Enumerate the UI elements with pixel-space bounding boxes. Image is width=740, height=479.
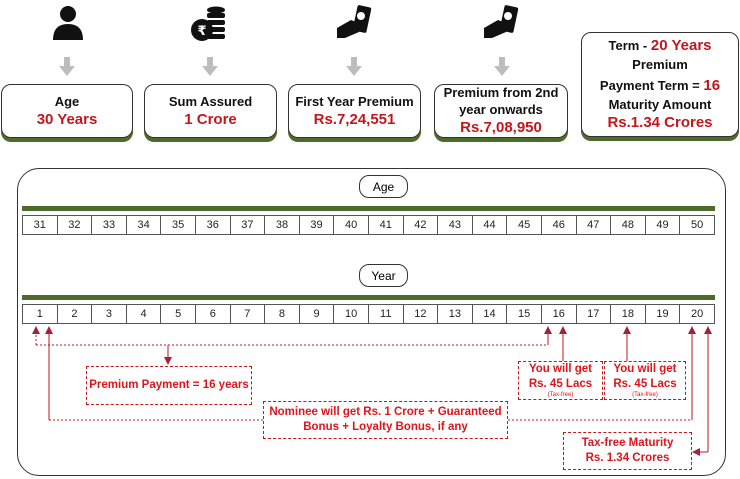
year-bar (22, 295, 715, 300)
age-cell: 45 (507, 216, 542, 234)
age-cell: 47 (577, 216, 612, 234)
timeline-panel (17, 168, 726, 476)
second-year-premium-card: Premium from 2nd year onwards Rs.7,08,95… (434, 84, 568, 138)
rupee-coins-icon: ₹ (191, 6, 225, 41)
hand-cash-icon (337, 5, 372, 38)
year-cell: 3 (92, 305, 127, 323)
down-arrow-icon (202, 57, 218, 76)
year-cell: 12 (404, 305, 439, 323)
nominee-line1: Nominee will get Rs. 1 Crore + Guarantee… (269, 406, 502, 418)
year-cell: 16 (542, 305, 577, 323)
year-cell: 15 (507, 305, 542, 323)
year-row: 1 2 3 4 5 6 7 8 9 10 11 12 13 14 15 16 17 18 19 20 (22, 304, 715, 324)
age-cell: 42 (404, 216, 439, 234)
year-cell: 6 (196, 305, 231, 323)
age-cell: 34 (127, 216, 162, 234)
hand-cash-icon (484, 5, 519, 38)
age-pill: Age (359, 175, 408, 198)
down-arrow-icon (59, 57, 75, 76)
nominee-line2: Bonus + Loyalty Bonus, if any (303, 421, 468, 433)
card-value: Rs.7,08,950 (460, 119, 542, 136)
payout-note-1: You will get Rs. 45 Lacs (Tax-free) (518, 361, 603, 400)
ppt-label: Premium (632, 57, 688, 72)
card-value: 30 Years (36, 110, 98, 128)
ppt-label-2: Payment Term = (599, 78, 700, 93)
premium-payment-note: Premium Payment = 16 years (86, 366, 252, 405)
year-cell: 4 (127, 305, 162, 323)
payout-note-2: You will get Rs. 45 Lacs (Tax-free) (604, 361, 686, 400)
card-label: First Year Premium (295, 93, 414, 109)
year-cell: 11 (369, 305, 404, 323)
card-label: Age (54, 93, 80, 109)
premium-payment-text: Premium Payment = 16 years (89, 379, 249, 391)
payout-line1: You will get (613, 363, 677, 375)
term-label: Term - (608, 38, 648, 53)
card-label: Sum Assured (168, 93, 253, 109)
year-cell: 7 (231, 305, 266, 323)
year-cell: 2 (58, 305, 93, 323)
age-cell: 49 (646, 216, 681, 234)
year-cell: 14 (473, 305, 508, 323)
payout-line2: Rs. 45 Lacs (613, 378, 677, 390)
age-row: 31 32 33 34 35 36 37 38 39 40 41 42 43 44 45 46 47 48 49 50 (22, 215, 715, 235)
age-cell: 43 (438, 216, 473, 234)
policy-summary-card: Term - 20 Years Premium Payment Term = 1… (581, 32, 739, 137)
age-cell: 39 (300, 216, 335, 234)
payout-line2: Rs. 45 Lacs (528, 378, 593, 390)
sum-assured-card: Sum Assured 1 Crore (144, 84, 277, 138)
age-cell: 50 (690, 219, 704, 231)
term-value: 20 Years (650, 37, 712, 54)
age-cell: 40 (334, 216, 369, 234)
year-cell: 17 (577, 305, 612, 323)
card-value: Rs.7,24,551 (313, 110, 396, 128)
card-value: 1 Crore (184, 110, 237, 128)
down-arrow-icon (494, 57, 510, 76)
age-cell: 31 (23, 216, 58, 234)
age-cell: 36 (196, 216, 231, 234)
payout-line1: You will get (528, 363, 593, 375)
maturity-value: Rs.1.34 Crores (607, 114, 713, 131)
age-bar (22, 206, 715, 211)
svg-text:₹: ₹ (197, 24, 206, 39)
maturity-note: Tax-free Maturity Rs. 1.34 Crores (563, 432, 692, 470)
year-cell: 5 (161, 305, 196, 323)
age-cell: 35 (161, 216, 196, 234)
age-cell: 44 (473, 216, 508, 234)
year-cell: 19 (646, 305, 681, 323)
down-arrow-icon (346, 57, 362, 76)
person-icon (53, 6, 83, 40)
year-cell: 10 (334, 305, 369, 323)
nominee-note: Nominee will get Rs. 1 Crore + Guarantee… (263, 401, 508, 439)
age-card: Age 30 Years (1, 84, 133, 138)
age-cell: 38 (265, 216, 300, 234)
year-cell: 1 (23, 305, 58, 323)
ppt-value: 16 (703, 77, 721, 94)
year-pill: Year (359, 264, 408, 287)
age-cell: 46 (542, 216, 577, 234)
payout-line3: (Tax-free) (632, 392, 658, 398)
age-cell: 32 (58, 216, 93, 234)
card-label: Premium from 2nd year onwards (443, 85, 559, 117)
maturity-line1: Tax-free Maturity (581, 437, 674, 449)
first-year-premium-card: First Year Premium Rs.7,24,551 (288, 84, 421, 138)
maturity-label: Maturity Amount (608, 97, 712, 112)
year-cell: 9 (300, 305, 335, 323)
age-cell: 41 (369, 216, 404, 234)
year-cell: 18 (611, 305, 646, 323)
year-cell: 20 (690, 308, 704, 320)
maturity-line2: Rs. 1.34 Crores (585, 452, 670, 464)
age-cell: 48 (611, 216, 646, 234)
age-cell: 37 (231, 216, 266, 234)
year-cell: 13 (438, 305, 473, 323)
year-cell: 8 (265, 305, 300, 323)
payout-line3: (Tax-free) (547, 392, 574, 398)
age-cell: 33 (92, 216, 127, 234)
